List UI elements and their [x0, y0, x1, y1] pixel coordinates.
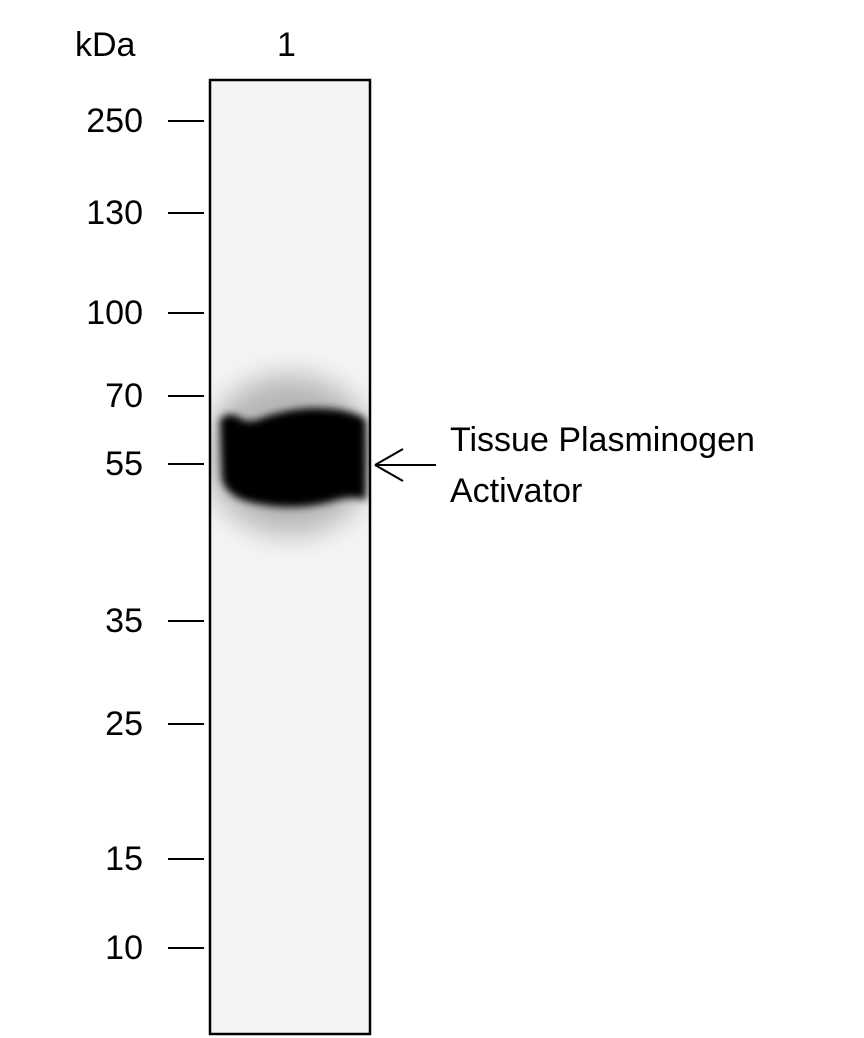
- marker-label: 10: [105, 929, 143, 967]
- marker-tick: [168, 395, 204, 397]
- marker-tick: [168, 620, 204, 622]
- marker-tick: [168, 947, 204, 949]
- lane-label: 1: [277, 26, 296, 64]
- marker-tick: [168, 120, 204, 122]
- marker-label: 55: [105, 445, 143, 483]
- protein-band: [220, 408, 366, 507]
- marker-tick: [168, 312, 204, 314]
- marker-label: 25: [105, 705, 143, 743]
- marker-tick: [168, 858, 204, 860]
- annotation-line2: Activator: [450, 472, 583, 510]
- marker-tick: [168, 463, 204, 465]
- marker-label: 100: [86, 294, 143, 332]
- marker-label: 15: [105, 840, 143, 878]
- marker-label: 130: [86, 194, 143, 232]
- annotation-line1: Tissue Plasminogen: [450, 421, 755, 459]
- lane-border: [208, 78, 372, 1036]
- arrow-icon: [374, 448, 436, 482]
- marker-label: 250: [86, 102, 143, 140]
- marker-tick: [168, 723, 204, 725]
- marker-tick: [168, 212, 204, 214]
- marker-label: 70: [105, 377, 143, 415]
- unit-label: kDa: [75, 26, 136, 64]
- lane-background: [211, 81, 369, 1033]
- marker-label: 35: [105, 602, 143, 640]
